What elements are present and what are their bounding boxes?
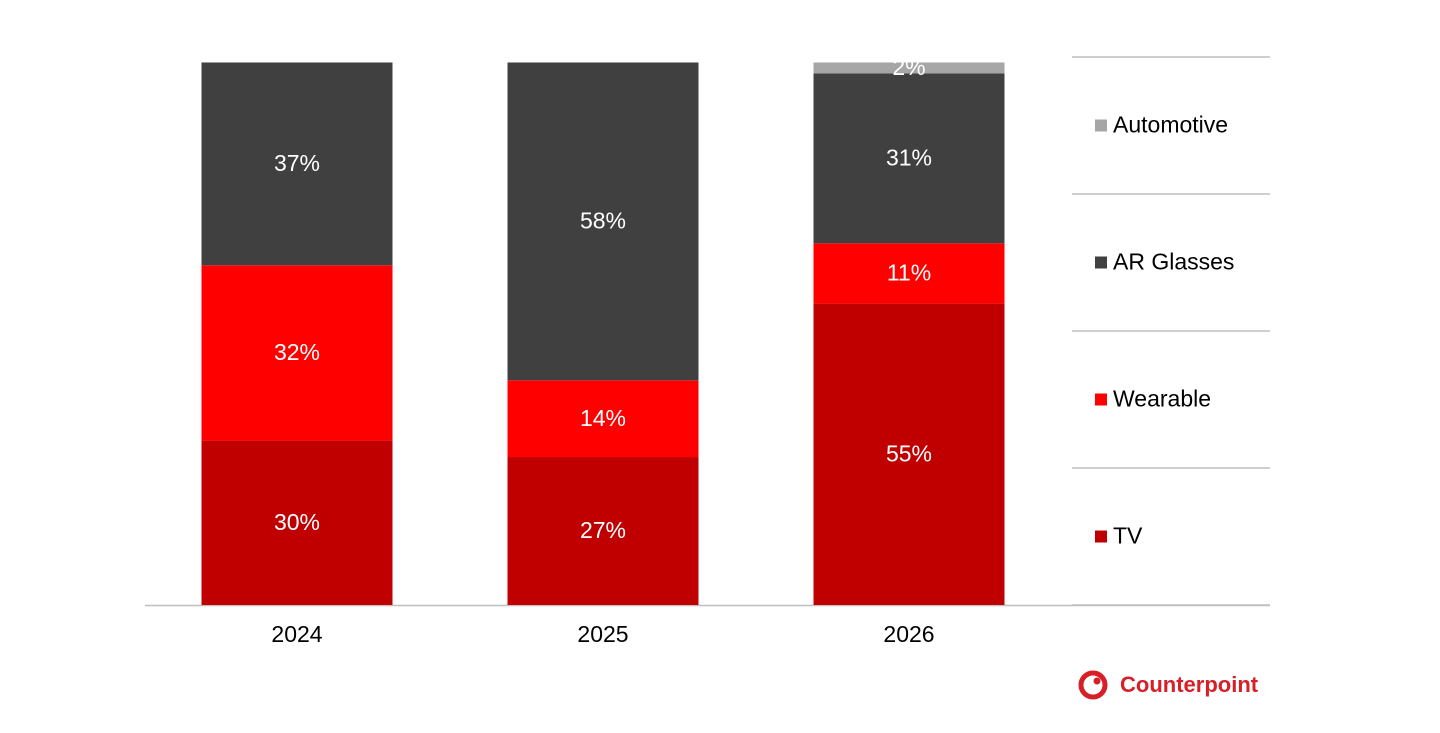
legend-swatch <box>1095 530 1107 543</box>
data-label: 27% <box>580 517 626 543</box>
data-label: 32% <box>274 339 320 365</box>
bar-segment <box>201 265 393 441</box>
legend-label: AR Glasses <box>1113 249 1234 275</box>
bar-segment <box>201 62 393 266</box>
data-label: 55% <box>886 440 932 466</box>
data-label: 11% <box>887 260 931 286</box>
bar-segment <box>813 243 1005 304</box>
bar-segment <box>201 440 393 605</box>
logo: Counterpoint <box>1078 670 1259 700</box>
legend-label: Automotive <box>1113 112 1228 138</box>
legend-swatch <box>1095 256 1107 269</box>
logo-icon <box>1078 670 1108 700</box>
logo-dot <box>1093 677 1101 685</box>
legend-swatch <box>1095 119 1107 132</box>
data-label: 58% <box>580 207 626 233</box>
data-label: 31% <box>886 144 932 170</box>
x-tick-label: 2026 <box>883 621 934 647</box>
data-label: 30% <box>274 509 320 535</box>
brand: Counterpoint <box>1120 672 1259 697</box>
legend-swatch <box>1095 393 1107 406</box>
legend-label: TV <box>1113 523 1143 549</box>
x-tick-label: 2025 <box>577 621 628 647</box>
bar-segment <box>507 380 699 458</box>
bar-segment <box>813 62 1005 74</box>
x-tick-label: 2024 <box>271 621 322 647</box>
data-label: 14% <box>580 405 626 431</box>
data-label: 37% <box>274 150 320 176</box>
bar-segment <box>813 73 1005 244</box>
bar-segment <box>507 457 699 605</box>
data-label: 2% <box>892 54 925 80</box>
bar-segment <box>813 303 1005 605</box>
legend-label: Wearable <box>1113 386 1211 412</box>
bar-segment <box>507 62 699 381</box>
